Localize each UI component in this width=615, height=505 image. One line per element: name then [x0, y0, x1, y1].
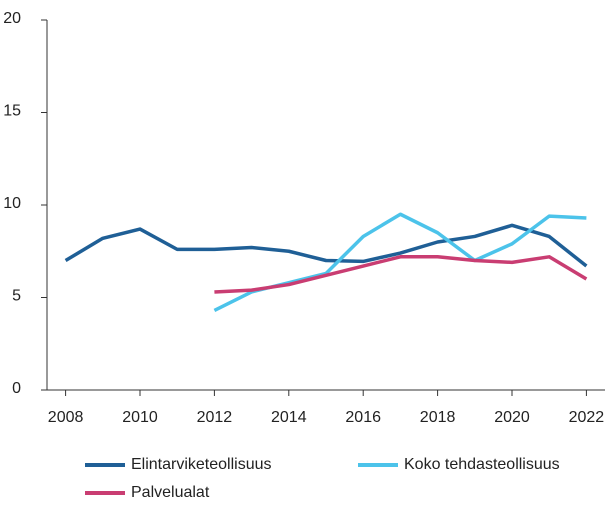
legend-label: Elintarviketeollisuus	[131, 456, 272, 473]
x-tick-label: 2016	[345, 409, 381, 426]
y-tick-label: 20	[3, 10, 21, 27]
x-tick-label: 2020	[494, 409, 530, 426]
legend-label: Koko tehdasteollisuus	[404, 456, 560, 473]
x-tick-label: 2022	[569, 409, 605, 426]
series-line	[64, 223, 588, 268]
x-tick-label: 2018	[420, 409, 456, 426]
y-tick-label: 15	[3, 103, 21, 120]
y-tick-label: 10	[3, 195, 21, 212]
x-tick-label: 2008	[48, 409, 84, 426]
series-line	[214, 255, 588, 294]
x-tick-label: 2012	[197, 409, 233, 426]
legend-label: Palvelualat	[131, 484, 210, 501]
x-tick-label: 2014	[271, 409, 307, 426]
y-tick-label: 5	[12, 288, 21, 305]
series-line	[213, 212, 587, 313]
y-tick-label: 0	[12, 380, 21, 397]
x-tick-label: 2010	[122, 409, 158, 426]
